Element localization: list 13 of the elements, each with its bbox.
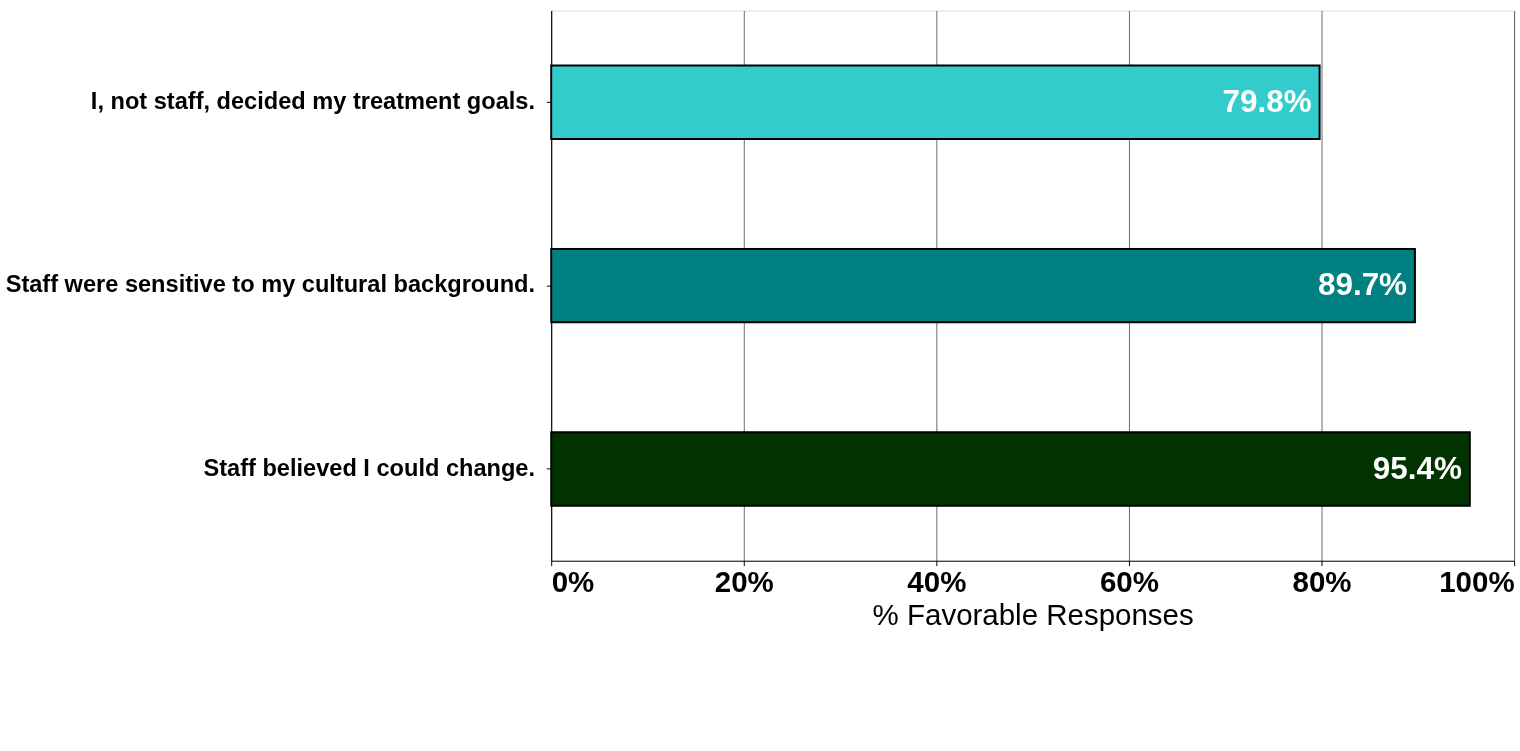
y-tick-label: I, not staff, decided my treatment goals. — [90, 88, 535, 115]
x-tick-label: 100% — [1439, 564, 1515, 598]
x-tick-label: 20% — [714, 564, 774, 598]
data-label: 89.7% — [1317, 267, 1408, 303]
x-axis-title: % Favorable Responses — [872, 598, 1194, 632]
x-tick-label: 0% — [551, 564, 595, 598]
data-label: 95.4% — [1372, 450, 1462, 486]
data-label: 79.8% — [1222, 84, 1312, 120]
y-tick-label: Staff were sensitive to my cultural background. — [5, 271, 535, 298]
y-tick-label: Staff believed I could change. — [203, 454, 535, 481]
x-tick-label: 60% — [1099, 564, 1159, 598]
x-tick-label: 40% — [907, 564, 967, 598]
x-tick-label: 80% — [1292, 564, 1352, 598]
